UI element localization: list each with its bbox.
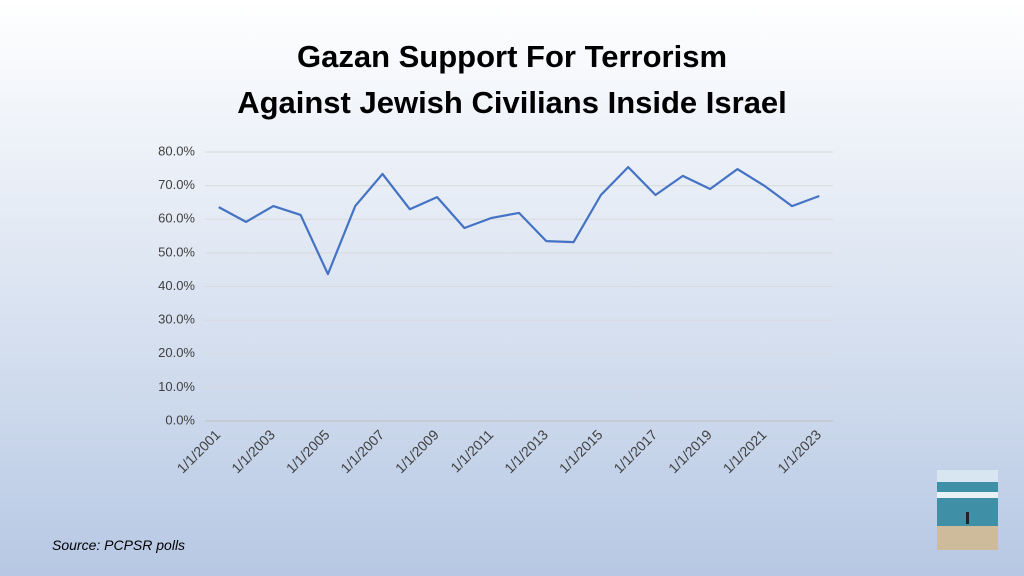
x-tick-label: 1/1/2011 — [447, 426, 496, 475]
photo-wave — [937, 492, 998, 498]
y-tick-label: 50.0% — [158, 244, 195, 259]
y-tick-label: 60.0% — [158, 211, 195, 226]
x-tick-label: 1/1/2023 — [774, 426, 824, 476]
x-tick-label: 1/1/2001 — [174, 426, 224, 476]
photo-sand — [937, 526, 998, 550]
x-tick-label: 1/1/2015 — [556, 426, 606, 476]
y-tick-label: 30.0% — [158, 312, 195, 327]
y-tick-label: 40.0% — [158, 278, 195, 293]
x-tick-label: 1/1/2019 — [665, 426, 715, 476]
x-tick-label: 1/1/2017 — [610, 426, 660, 476]
chart-title: Gazan Support For Terrorism Against Jewi… — [237, 39, 787, 120]
y-tick-label: 10.0% — [158, 379, 195, 394]
y-tick-label: 80.0% — [158, 143, 195, 158]
y-tick-label: 70.0% — [158, 177, 195, 192]
y-tick-label: 0.0% — [165, 412, 195, 427]
x-tick-label: 1/1/2003 — [228, 426, 278, 476]
x-tick-label: 1/1/2005 — [283, 426, 333, 476]
y-tick-label: 20.0% — [158, 345, 195, 360]
thumbnail-photo — [937, 470, 998, 550]
data-line — [218, 166, 820, 276]
photo-figure — [966, 512, 969, 524]
x-tick-label: 1/1/2007 — [337, 426, 387, 476]
x-tick-label: 1/1/2009 — [392, 426, 442, 476]
x-tick-label: 1/1/2021 — [720, 426, 770, 476]
x-tick-label: 1/1/2013 — [501, 426, 551, 476]
source-note: Source: PCPSR polls — [52, 537, 186, 553]
